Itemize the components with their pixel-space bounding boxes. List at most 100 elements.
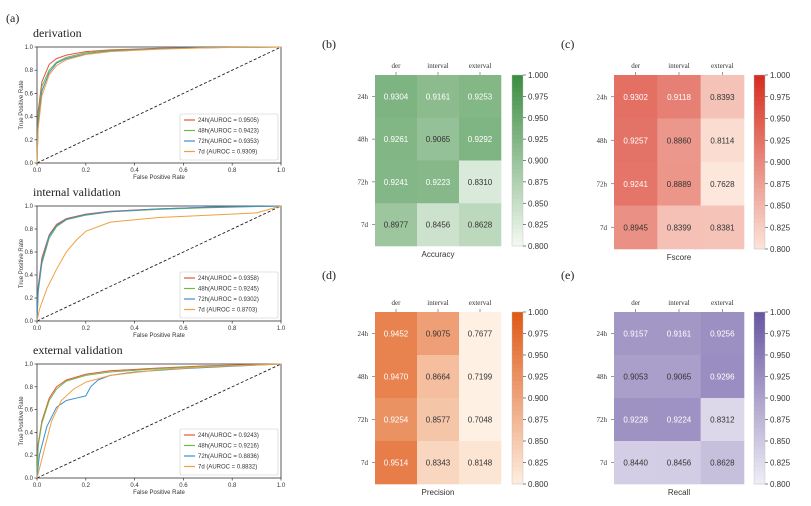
colorbar-step (512, 363, 523, 369)
heatmap-precision: 0.9452 0.9075 0.7677 0.9470 0.8664 0.7199 0.92… (358, 299, 549, 497)
heatmap-cell (657, 205, 701, 250)
colorbar-step (754, 346, 765, 352)
heatmap-fscore: 0.9302 0.9118 0.8393 0.9257 0.8860 0.8114 0.92… (597, 62, 791, 262)
x-tick-label: 1.0 (277, 483, 286, 489)
colorbar-step (754, 144, 765, 150)
y-tick-label: 1.0 (25, 362, 34, 368)
colorbar-step (512, 355, 523, 360)
y-tick-label: 0.8 (25, 227, 34, 233)
colorbar-step (754, 109, 765, 115)
roc-title: derivation (33, 26, 82, 40)
x-tick-label: 0.4 (130, 168, 139, 174)
row-label: 24h (358, 330, 369, 338)
row-label: 24h (358, 93, 369, 101)
colorbar-step (754, 83, 765, 89)
x-tick-label: 0.4 (130, 483, 139, 489)
colorbar-step (754, 188, 765, 193)
colorbar-step (754, 372, 765, 377)
roc-legend (179, 428, 279, 476)
legend-label: 72h(AUROC = 0.9353) (198, 139, 259, 145)
cell-value: 0.9241 (384, 178, 409, 187)
colorbar-step (754, 140, 765, 145)
x-tick-label: 0.4 (130, 326, 139, 332)
cell-value: 0.9161 (426, 92, 451, 101)
heatmap-cell (459, 398, 502, 442)
heatmap-cell (417, 441, 460, 485)
heatmap-cell (417, 398, 460, 442)
column-label: interval (668, 299, 689, 307)
cell-value: 0.9241 (623, 180, 648, 189)
cell-value: 0.8381 (710, 223, 735, 232)
legend-label: 7d (AUROC = 0.8832) (198, 465, 257, 471)
roc-legend (179, 271, 279, 319)
heatmap-cell (657, 441, 701, 485)
heatmap-cell (614, 355, 658, 399)
cell-value: 0.9256 (710, 330, 735, 339)
cell-value: 0.9470 (384, 373, 409, 382)
x-tick-label: 0.2 (82, 168, 91, 174)
column-label: der (631, 62, 641, 70)
column-label: exterval (711, 62, 734, 70)
y-axis-label: True Positive Rate (19, 396, 25, 446)
cell-value: 0.9257 (623, 136, 648, 145)
heatmap-cell (375, 355, 418, 399)
colorbar-step (512, 367, 523, 373)
cell-value: 0.9296 (710, 373, 735, 382)
colorbar-step (512, 346, 523, 352)
cell-value: 0.8860 (667, 136, 692, 145)
column-label: der (392, 299, 402, 307)
column-label: der (392, 62, 402, 70)
colorbar-tick-label: 0.825 (528, 221, 549, 230)
colorbar-tick-label: 0.825 (528, 459, 549, 468)
colorbar-tick-label: 1.000 (528, 71, 549, 80)
legend-label: 24h(AUROC = 0.9505) (198, 118, 259, 124)
colorbar-step (512, 186, 523, 191)
colorbar-step (512, 466, 523, 472)
roc-frame (36, 205, 282, 322)
y-tick-label: 0.2 (25, 296, 34, 302)
row-label: 72h (597, 180, 608, 188)
colorbar-tick-label: 0.900 (528, 157, 549, 166)
colorbar-step (754, 92, 765, 98)
cell-value: 0.8310 (468, 178, 493, 187)
heatmap-cell (459, 75, 502, 119)
colorbar-tick-label: 0.900 (770, 394, 791, 403)
heatmap-xlabel: Fscore (667, 253, 692, 262)
colorbar-step (512, 224, 523, 230)
colorbar-step (512, 389, 523, 395)
colorbar-step (512, 320, 523, 326)
heatmap-cell (459, 203, 502, 247)
colorbar-step (512, 194, 523, 200)
cell-value: 0.9075 (426, 330, 451, 339)
colorbar-step (512, 453, 523, 459)
colorbar-step (754, 415, 765, 420)
colorbar-step (754, 201, 765, 206)
x-tick-label: 0.8 (228, 483, 237, 489)
column-label: exterval (469, 62, 492, 70)
colorbar-step (512, 380, 523, 386)
heatmap-accuracy: 0.9304 0.9161 0.9253 0.9261 0.9065 0.9292 0.92… (358, 62, 549, 259)
colorbar-step (754, 320, 765, 326)
cell-value: 0.9253 (468, 92, 493, 101)
cell-value: 0.8114 (710, 136, 734, 145)
heatmap-cell (417, 117, 460, 161)
colorbar-tick-label: 0.850 (770, 202, 791, 211)
y-axis-label: True Positive Rate (19, 80, 25, 130)
colorbar-step (512, 203, 523, 208)
colorbar-step (512, 87, 523, 93)
row-label: 72h (597, 416, 608, 424)
colorbar-step (754, 475, 765, 481)
x-tick-label: 0.2 (82, 326, 91, 332)
colorbar-step (512, 117, 523, 123)
y-tick-label: 0.6 (25, 91, 34, 97)
legend-label: 7d (AUROC = 0.8703) (198, 308, 257, 314)
cell-value: 0.8628 (468, 221, 493, 230)
colorbar-step (754, 376, 765, 382)
colorbar-step (754, 218, 765, 224)
y-tick-label: 0.0 (25, 161, 34, 167)
cell-value: 0.9254 (384, 416, 409, 425)
colorbar-tick-label: 1.000 (770, 308, 791, 317)
colorbar-tick-label: 0.825 (770, 459, 791, 468)
colorbar-step (512, 436, 523, 442)
colorbar-step (754, 227, 765, 232)
